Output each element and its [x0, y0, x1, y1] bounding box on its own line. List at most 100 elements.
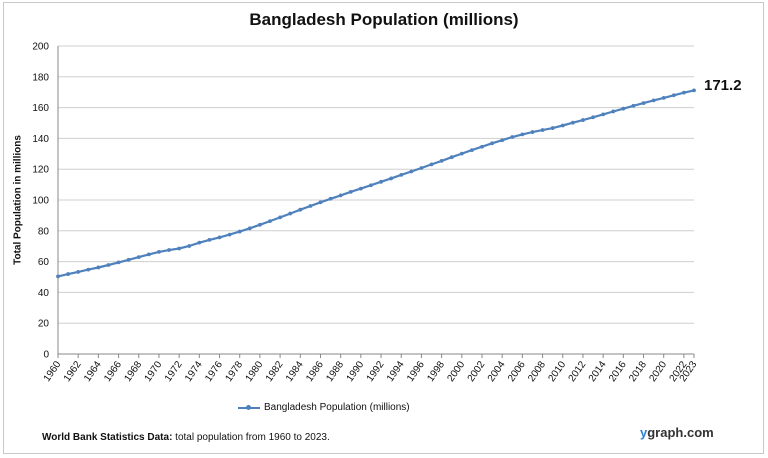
x-tick-label: 1996: [405, 359, 427, 384]
data-point: [136, 255, 141, 260]
x-tick-label: 1984: [284, 359, 306, 384]
data-point: [480, 144, 484, 149]
data-point: [86, 267, 91, 272]
data-point: [288, 211, 293, 216]
data-point: [651, 98, 656, 103]
data-point: [581, 118, 585, 122]
data-point: [358, 186, 363, 191]
x-tick-label: 1988: [324, 359, 346, 384]
y-tick-label: 100: [32, 196, 49, 207]
data-point: [348, 189, 353, 194]
x-tick-label: 1964: [82, 359, 104, 384]
data-point: [308, 204, 313, 208]
data-point: [217, 235, 222, 240]
data-point: [197, 240, 202, 245]
y-tick-label: 20: [38, 319, 50, 330]
data-point: [268, 219, 272, 223]
data-point: [419, 166, 424, 170]
brand-y: y: [640, 425, 648, 440]
source-bold: World Bank Statistics Data:: [42, 432, 173, 443]
brand-link[interactable]: ygraph.com: [640, 425, 714, 440]
data-point: [692, 88, 696, 93]
y-tick-label: 60: [38, 257, 50, 268]
x-tick-label: 2014: [587, 359, 609, 384]
data-point: [66, 272, 70, 276]
y-tick-label: 160: [32, 103, 49, 114]
data-point: [671, 93, 676, 98]
data-point: [389, 176, 394, 181]
data-point: [490, 141, 494, 146]
x-tick-label: 1972: [163, 359, 185, 384]
x-tick-label: 1974: [183, 359, 205, 384]
x-tick-label: 2002: [466, 359, 488, 384]
data-point: [540, 128, 545, 132]
chart-title: Bangladesh Population (millions): [249, 10, 519, 29]
y-tick-labels: 0 20 40 60 80 100 120 140 160 180 200: [32, 42, 49, 361]
data-point: [177, 246, 182, 251]
x-tick-label: 1992: [365, 359, 387, 384]
data-point: [621, 106, 626, 111]
x-tick-label: 1980: [244, 359, 266, 384]
data-point: [338, 193, 343, 198]
x-tick-label: 1960: [42, 359, 64, 384]
data-point: [258, 222, 262, 227]
series-line: [56, 88, 696, 279]
data-point: [611, 109, 616, 114]
data-point: [459, 151, 464, 156]
x-tick-label: 2012: [567, 359, 589, 384]
data-point: [500, 138, 505, 143]
x-tick-label: 1976: [203, 359, 225, 384]
data-point: [298, 207, 303, 212]
gridlines: [57, 45, 695, 358]
data-point: [591, 115, 595, 120]
x-tick-label: 2008: [526, 359, 548, 384]
y-tick-label: 120: [32, 165, 49, 176]
x-tick-labels: 1960196219641966196819701972197419761978…: [42, 359, 700, 384]
x-tick-label: 2016: [607, 359, 629, 384]
data-point: [661, 95, 666, 100]
data-point: [318, 200, 323, 205]
x-tick-label: 1962: [62, 359, 84, 384]
data-point: [530, 130, 535, 134]
x-tick-label: 1966: [102, 359, 124, 384]
series-polyline: [57, 89, 695, 278]
y-tick-label: 40: [38, 288, 50, 299]
data-point: [379, 179, 383, 184]
data-point: [278, 215, 282, 220]
data-point: [409, 169, 414, 174]
legend: Bangladesh Population (millions): [238, 402, 410, 413]
data-point: [247, 226, 252, 231]
data-point: [76, 270, 81, 274]
data-point: [116, 260, 121, 265]
y-tick-label: 180: [32, 72, 49, 83]
data-point: [227, 232, 232, 237]
data-point: [167, 248, 171, 252]
legend-swatch: [238, 403, 260, 413]
data-point: [641, 101, 646, 106]
chart-frame: [3, 2, 764, 454]
x-tick-label: 2010: [546, 359, 568, 384]
source-note: World Bank Statistics Data: total popula…: [42, 432, 330, 443]
x-tick-label: 2018: [627, 359, 649, 384]
data-point: [560, 123, 565, 128]
x-tick-label: 1968: [122, 359, 144, 384]
data-point: [510, 135, 515, 139]
data-point: [146, 252, 151, 257]
y-tick-label: 200: [32, 42, 49, 53]
data-point: [187, 244, 192, 248]
x-tick-label: 1998: [425, 359, 447, 384]
data-point: [106, 263, 111, 267]
x-tick-label: 1994: [385, 359, 407, 384]
x-tick-label: 1982: [264, 359, 286, 384]
y-tick-label: 140: [32, 134, 49, 145]
data-point: [601, 112, 606, 117]
data-point: [157, 249, 161, 254]
data-point: [96, 265, 101, 270]
brand-rest: graph.com: [647, 425, 714, 440]
data-point: [207, 237, 212, 242]
data-point: [56, 274, 60, 279]
data-point: [237, 229, 242, 234]
x-tick-label: 2006: [506, 359, 528, 384]
data-point: [570, 120, 575, 125]
